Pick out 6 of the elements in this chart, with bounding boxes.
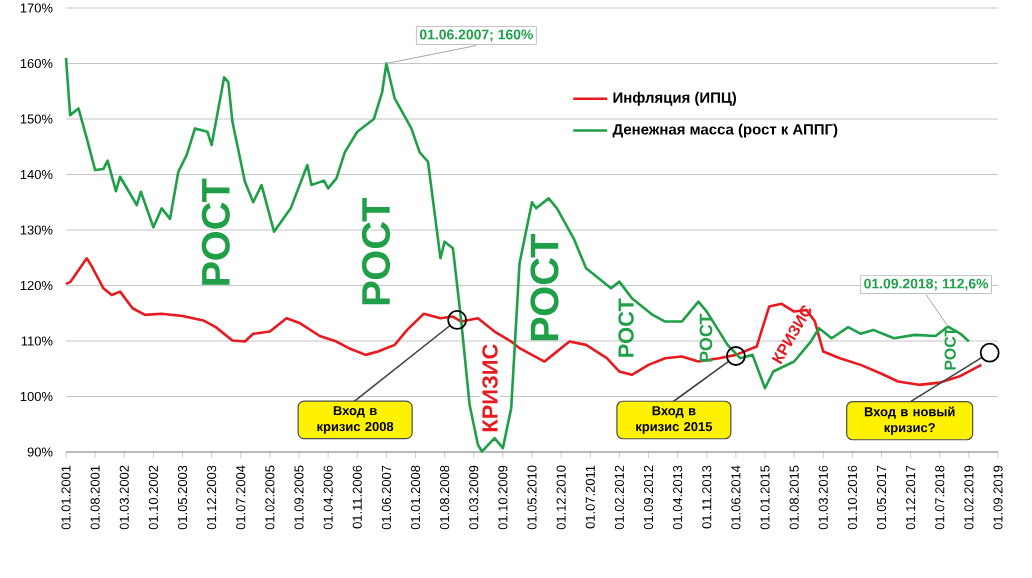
annotation: РОСТ bbox=[530, 234, 559, 341]
annotation: РОСТ bbox=[699, 313, 713, 362]
annotation: РОСТ bbox=[618, 298, 634, 357]
annotation: КРИЗИС bbox=[482, 344, 498, 432]
annotation: РОСТ bbox=[361, 198, 391, 305]
annotation: РОСТ bbox=[201, 178, 230, 285]
